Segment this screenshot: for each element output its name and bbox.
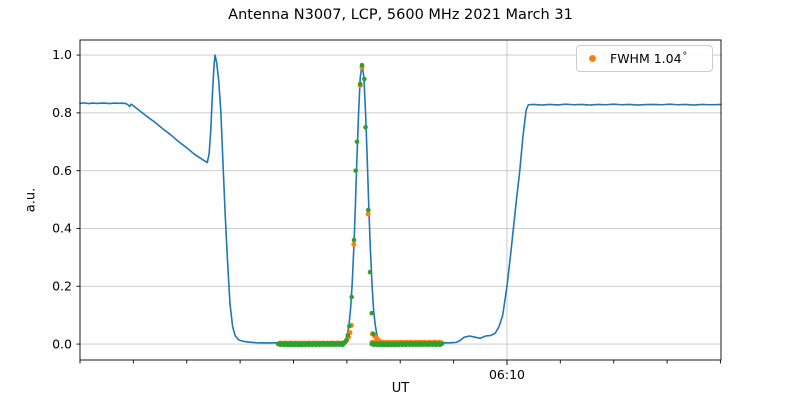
y-axis-label: a.u. <box>23 187 39 213</box>
y-tick-label: 0.8 <box>52 105 72 120</box>
x-tick-label: 06:10 <box>489 367 525 382</box>
y-tick-label: 0.4 <box>52 221 72 236</box>
series-data-samples-point <box>363 125 368 130</box>
series-data-samples-point <box>366 207 371 213</box>
series-data-samples-point <box>367 269 373 275</box>
series-data-samples-point <box>353 168 359 173</box>
series-data-samples-point <box>354 139 360 145</box>
y-tick-label: 0.0 <box>52 336 72 351</box>
y-tick-label: 0.2 <box>52 278 72 293</box>
series-data-samples-point <box>347 323 352 329</box>
series-data-samples-point <box>357 81 363 87</box>
series-data-samples-point <box>345 333 351 338</box>
axes-spines <box>79 39 722 361</box>
series-antenna-signal <box>79 54 722 344</box>
legend: FWHM 1.04° <box>576 45 713 72</box>
y-tick-label: 1.0 <box>52 47 72 62</box>
series-data-samples-point <box>359 62 365 68</box>
chart-title: Antenna N3007, LCP, 5600 MHz 2021 March … <box>228 7 573 23</box>
series-data-samples-point <box>362 76 367 82</box>
series-data-samples-point <box>349 294 354 300</box>
series-data-samples-point <box>369 310 375 316</box>
series-gaussian-fit-point <box>351 241 357 247</box>
series-data-samples-point <box>371 331 376 337</box>
series-data-samples-point <box>344 338 349 343</box>
series-data-samples-point <box>439 341 445 346</box>
legend-label: FWHM 1.04 <box>610 51 682 66</box>
degree-symbol: ° <box>682 51 688 62</box>
series-gaussian-fit-point <box>365 211 371 217</box>
legend-entry: FWHM 1.04° <box>610 51 688 66</box>
y-tick-label: 0.6 <box>52 163 72 178</box>
x-axis-label: UT <box>391 381 410 396</box>
fit-marker-icon <box>589 55 596 62</box>
series-data-samples-point <box>351 237 357 243</box>
